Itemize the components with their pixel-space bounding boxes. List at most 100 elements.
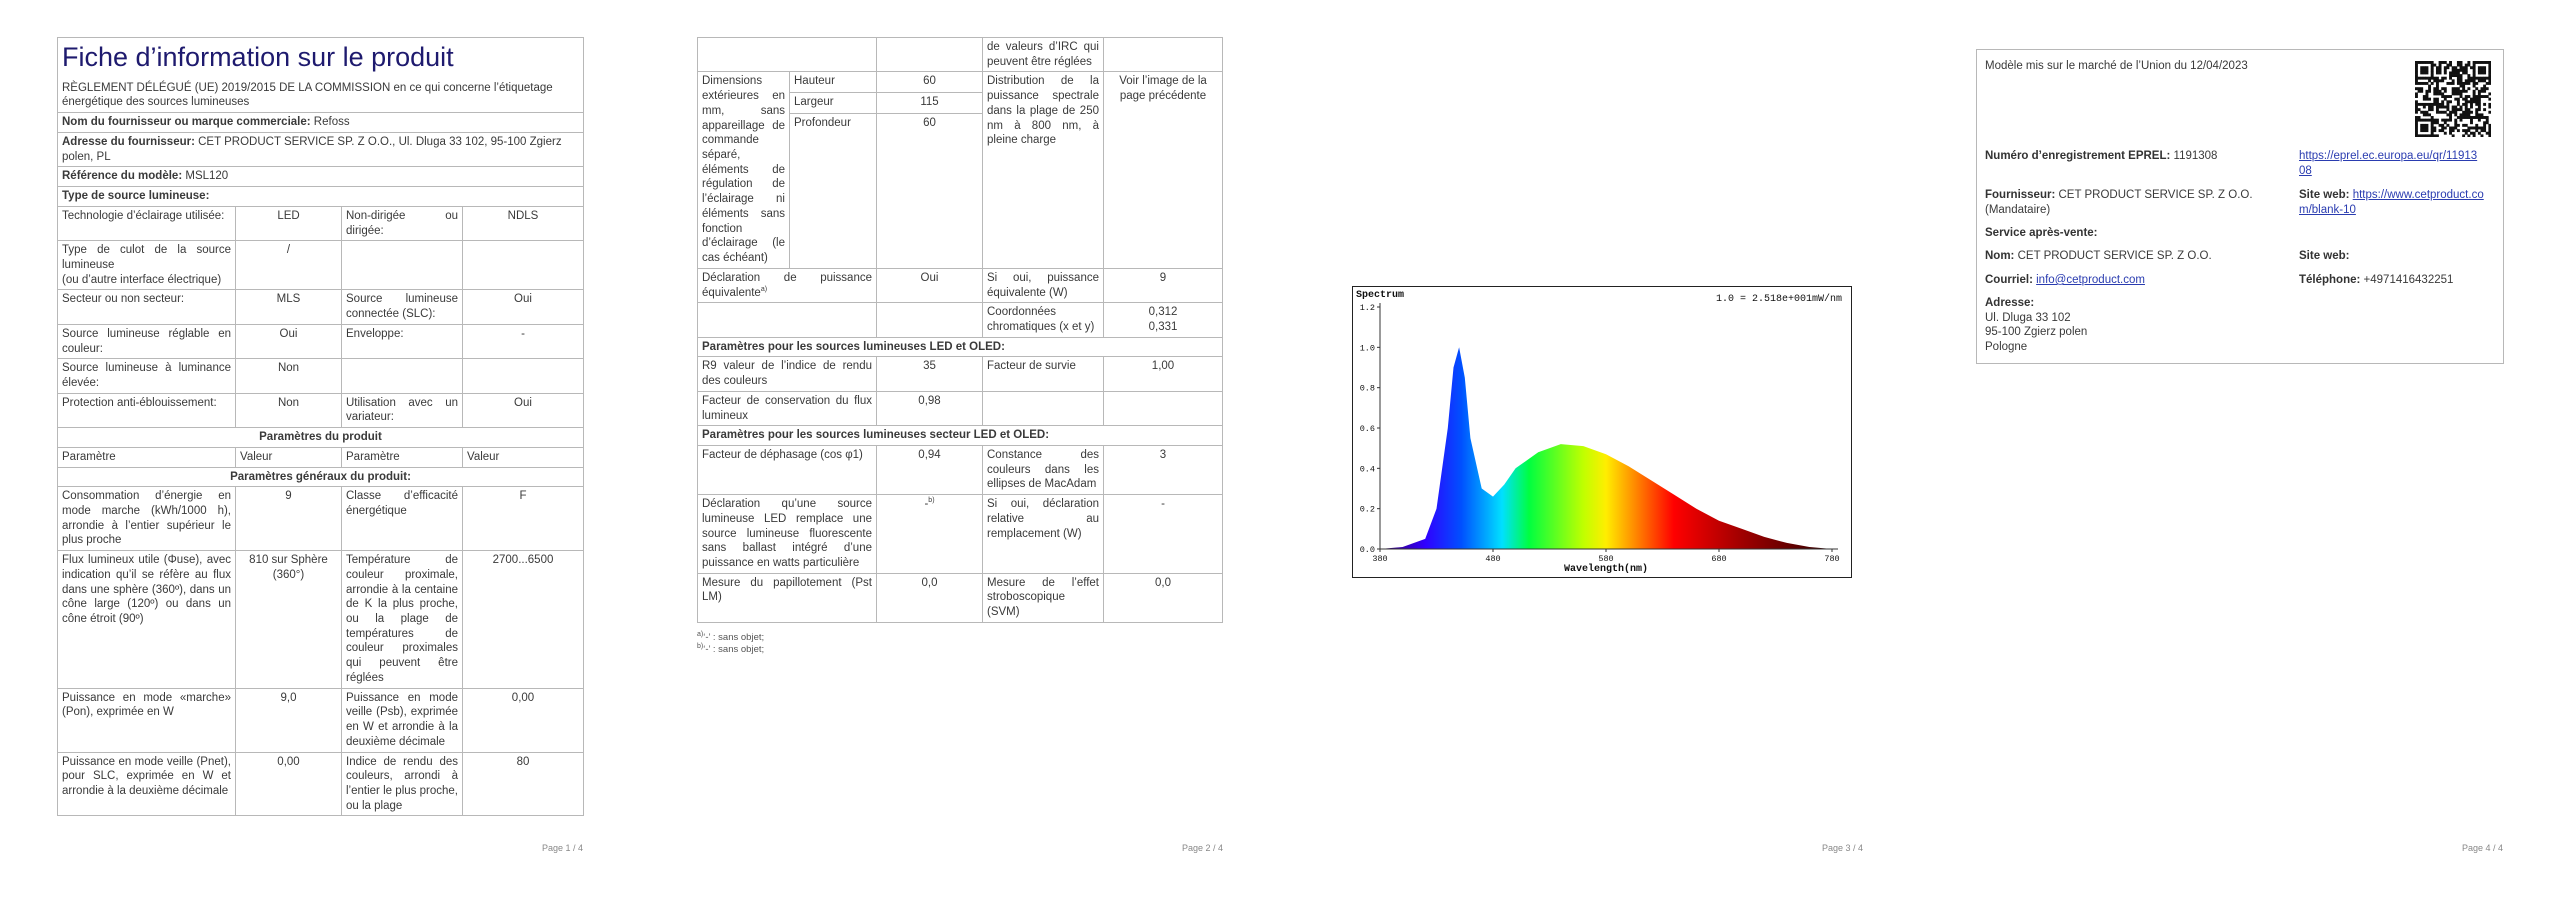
qr-module	[2470, 76, 2473, 80]
qr-module	[2483, 71, 2487, 75]
qr-module	[2435, 87, 2439, 91]
qr-module	[2472, 100, 2476, 104]
qr-module	[2415, 110, 2418, 114]
eprel-link[interactable]: https://eprel.ec.europa.eu/qr/1191308	[2299, 150, 2478, 177]
table-cell: 0,312 0,331	[1103, 302, 1223, 338]
qr-module	[2425, 76, 2429, 80]
table-cell	[341, 240, 463, 291]
table-cell: 810 sur Sphère (360°)	[235, 550, 342, 689]
label-text: Type de culot de la source lumineuse	[62, 244, 231, 271]
qr-module	[2449, 74, 2452, 78]
qr-module	[2464, 81, 2468, 85]
qr-module	[2443, 89, 2447, 93]
qr-module	[2454, 74, 2458, 78]
qr-module	[2422, 95, 2426, 98]
label-text: Si oui, déclaration relative au remplace…	[987, 498, 1099, 540]
label-text: Puissance en mode «marche» (Pon), exprim…	[62, 691, 231, 719]
field-label: Numéro d’enregistrement EPREL:	[1985, 150, 2171, 162]
page-1: Fiche d’information sur le produit RÈGLEM…	[57, 37, 585, 834]
qr-module	[2477, 131, 2481, 135]
qr-module	[2425, 126, 2429, 130]
field-label: Courriel:	[1985, 274, 2033, 286]
qr-module	[2467, 116, 2471, 119]
qr-module	[2428, 87, 2432, 91]
qr-module	[2462, 66, 2466, 70]
qr-module	[2451, 126, 2455, 130]
qr-module	[2420, 102, 2424, 106]
table-row: Type de source lumineuse:	[57, 186, 584, 207]
page-2: de valeurs d’IRC qui peuvent être réglée…	[697, 36, 1225, 656]
qr-module	[2456, 102, 2460, 106]
qr-module	[2454, 66, 2458, 70]
footnote-text: ‘-’ : sans objet;	[703, 632, 765, 644]
qr-module	[2462, 87, 2466, 91]
footnote-ref: a)	[760, 285, 768, 293]
qr-module	[2430, 68, 2434, 72]
qr-module	[2443, 118, 2447, 122]
qr-module	[2422, 110, 2426, 114]
table-cell: NDLS	[462, 205, 584, 242]
qr-module	[2415, 74, 2418, 78]
qr-module	[2425, 134, 2429, 137]
qr-module	[2462, 71, 2466, 75]
qr-module	[2435, 108, 2439, 112]
qr-module	[2477, 89, 2481, 93]
qr-module	[2425, 81, 2429, 85]
qr-module	[2428, 84, 2432, 88]
qr-module	[2483, 84, 2487, 88]
footnote-text: ‘-’ : sans objet;	[703, 644, 765, 656]
qr-module	[2485, 76, 2489, 80]
qr-module	[2480, 71, 2484, 75]
qr-module	[2441, 129, 2445, 133]
qr-module	[2451, 110, 2455, 114]
qr-module	[2467, 63, 2471, 67]
qr-module	[2425, 89, 2429, 93]
field-value: Refoss	[313, 116, 350, 129]
qr-module	[2430, 74, 2434, 78]
qr-module	[2475, 81, 2479, 85]
value-text: MLS	[276, 293, 301, 306]
qr-module	[2467, 134, 2471, 137]
qr-module	[2435, 89, 2439, 93]
qr-module	[2451, 89, 2455, 93]
email-link[interactable]: info@cetproduct.com	[2036, 274, 2145, 286]
qr-module	[2488, 97, 2491, 101]
field-label: Référence du modèle:	[62, 170, 183, 183]
qr-module	[2464, 63, 2468, 67]
table-cell: 60	[876, 71, 983, 94]
value-text: Oui	[279, 327, 298, 340]
qr-module	[2425, 68, 2429, 72]
qr-module	[2483, 123, 2487, 127]
label-text: Mesure du papillotement (Pst LM)	[702, 576, 872, 604]
qr-module	[2472, 92, 2476, 96]
label-text: Utilisation avec un variateur:	[346, 396, 458, 424]
table-cell: Paramètres pour les sources lumineuses s…	[697, 425, 1223, 446]
qr-module	[2438, 123, 2442, 127]
label-text: Secteur ou non secteur:	[62, 293, 185, 306]
web-link[interactable]: https://www.cetproduct.com/blank-10	[2299, 189, 2484, 216]
qr-module	[2438, 63, 2442, 67]
qr-module	[2480, 95, 2484, 98]
qr-module	[2475, 116, 2479, 119]
value-text: Non	[277, 362, 300, 375]
qr-module	[2472, 68, 2476, 72]
qr-module	[2417, 87, 2421, 91]
qr-module	[2433, 129, 2437, 133]
qr-module	[2415, 95, 2418, 98]
qr-module	[2456, 87, 2460, 91]
qr-module	[2438, 89, 2442, 93]
field-label: Site web:	[2299, 189, 2350, 201]
qr-module	[2459, 68, 2463, 72]
qr-module	[2425, 129, 2429, 133]
text-block: Modèle mis sur le marché de l’Union du 1…	[1985, 60, 2248, 72]
qr-module	[2430, 71, 2434, 75]
qr-module	[2464, 108, 2468, 112]
table-row: Profondeur 60	[698, 112, 1223, 269]
table-cell: 60	[876, 112, 983, 269]
table-cell: Valeur	[462, 446, 584, 468]
qr-module	[2483, 108, 2487, 112]
qr-module	[2446, 105, 2450, 109]
qr-module	[2422, 134, 2426, 137]
qr-module	[2422, 81, 2426, 85]
qr-module	[2449, 100, 2452, 104]
